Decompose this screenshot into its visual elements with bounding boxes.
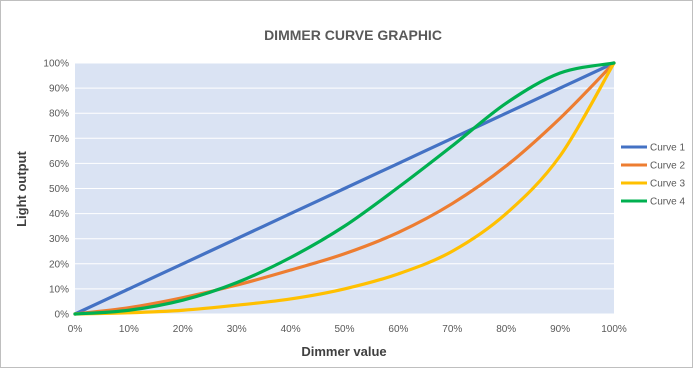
x-tick-label: 80% [496, 324, 516, 335]
x-axis-title: Dimmer value [301, 344, 386, 359]
series-line-2 [73, 61, 616, 316]
y-axis-title: Light output [14, 150, 29, 226]
series-line-3 [73, 61, 616, 316]
y-tick-label: 100% [43, 59, 69, 70]
x-tick-label: 70% [442, 324, 462, 335]
series-line-4 [73, 61, 616, 316]
y-tick-label: 40% [49, 209, 69, 220]
x-tick-label: 40% [281, 324, 301, 335]
series-lines [73, 61, 616, 316]
x-tick-label: 20% [173, 324, 193, 335]
y-tick-label: 20% [49, 259, 69, 270]
legend-label: Curve 4 [650, 197, 685, 208]
y-axis-ticks: 0% 10% 20% 30% 40% 50% 60% 70% 80% 90% 100% [43, 59, 69, 321]
x-tick-label: 30% [227, 324, 247, 335]
legend: Curve 1 Curve 2 Curve 3 Curve 4 [621, 143, 685, 208]
x-axis-ticks: 0% 10% 20% 30% 40% 50% 60% 70% 80% 90% 100% [68, 324, 627, 335]
y-tick-label: 60% [49, 159, 69, 170]
y-tick-label: 50% [49, 184, 69, 195]
y-tick-label: 80% [49, 109, 69, 120]
series-line-1 [73, 61, 616, 316]
legend-label: Curve 2 [650, 161, 685, 172]
y-tick-label: 30% [49, 234, 69, 245]
x-tick-label: 50% [334, 324, 354, 335]
y-tick-label: 70% [49, 134, 69, 145]
y-tick-label: 90% [49, 84, 69, 95]
chart-title: DIMMER CURVE GRAPHIC [264, 27, 442, 43]
x-tick-label: 100% [601, 324, 627, 335]
y-tick-label: 0% [55, 310, 70, 321]
legend-label: Curve 3 [650, 179, 685, 190]
x-tick-label: 0% [68, 324, 83, 335]
legend-label: Curve 1 [650, 143, 685, 154]
x-tick-label: 60% [388, 324, 408, 335]
x-tick-label: 10% [119, 324, 139, 335]
y-tick-label: 10% [49, 284, 69, 295]
x-tick-label: 90% [550, 324, 570, 335]
